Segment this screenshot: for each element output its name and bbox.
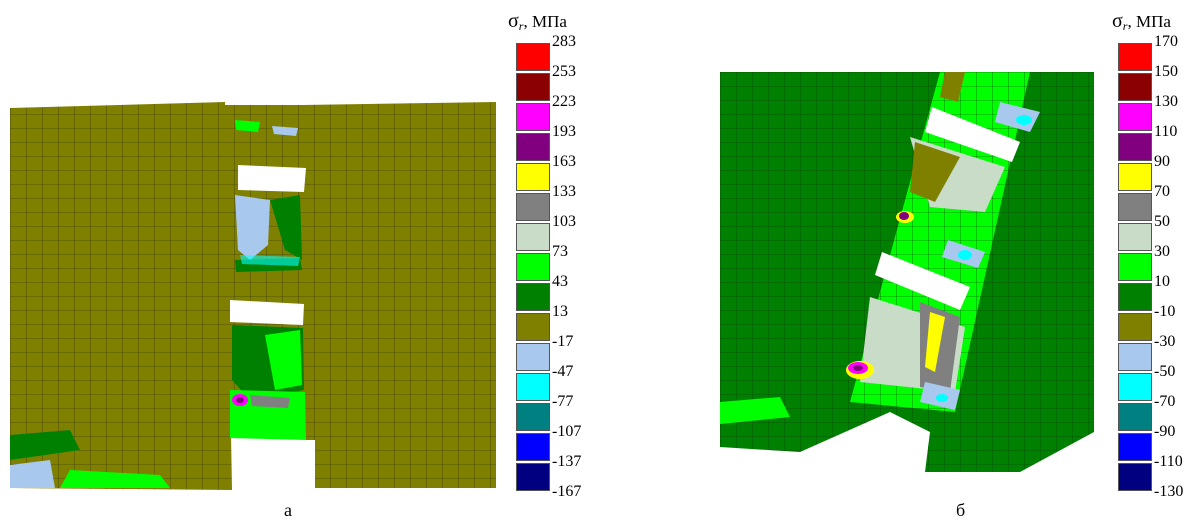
- colorbar-tick-label: 103: [552, 213, 576, 230]
- colorbar-swatch: [516, 103, 550, 131]
- colorbar-swatch: [1118, 403, 1152, 431]
- colorbar-swatch: [516, 373, 550, 401]
- colorbar-swatch: [1118, 193, 1152, 221]
- colorbar-a: 283 253 223 193 163 133 103 73 43 13 -17 -47 -77 -107…: [516, 33, 606, 502]
- colorbar-swatch: [516, 193, 550, 221]
- colorbar-swatch: [1118, 313, 1152, 341]
- colorbar-tick-label: 90: [1154, 153, 1170, 170]
- fe-model-a: [10, 102, 496, 490]
- colorbar-tick-label: -110: [1154, 453, 1183, 470]
- colorbar-swatch: [1118, 343, 1152, 371]
- colorbar-swatch: [516, 433, 550, 461]
- fe-model-b: [720, 72, 1094, 472]
- colorbar-tick-label: 110: [1154, 123, 1178, 140]
- colorbar-tick-label: 150: [1154, 63, 1178, 80]
- colorbar-swatch: [1118, 163, 1152, 191]
- colorbar-swatch: [516, 463, 550, 491]
- caption-b: б: [956, 500, 966, 520]
- colorbar-swatch: [1118, 73, 1152, 101]
- colorbar-swatch: [516, 283, 550, 311]
- colorbar-tick-label: -77: [552, 393, 574, 410]
- colorbar-swatch: [516, 163, 550, 191]
- colorbar-tick-label: 13: [552, 303, 568, 320]
- colorbar-swatch: [1118, 253, 1152, 281]
- colorbar-swatch: [516, 73, 550, 101]
- colorbar-tick-label: 30: [1154, 243, 1170, 260]
- colorbar-b-title: σr, МПа: [1112, 10, 1171, 33]
- colorbar-tick-label: -30: [1154, 333, 1176, 350]
- colorbar-tick-label: 130: [1154, 93, 1178, 110]
- colorbar-tick-label: -10: [1154, 303, 1176, 320]
- colorbar-tick-label: -137: [552, 453, 582, 470]
- colorbar-tick-label: -167: [552, 483, 582, 500]
- colorbar-swatch: [1118, 283, 1152, 311]
- colorbar-tick-label: 73: [552, 243, 568, 260]
- colorbar-tick-label: 170: [1154, 33, 1178, 50]
- colorbar-tick-label: -70: [1154, 393, 1176, 410]
- colorbar-swatch: [516, 343, 550, 371]
- caption-a: а: [284, 500, 292, 520]
- colorbar-swatch: [1118, 433, 1152, 461]
- colorbar-swatch: [516, 313, 550, 341]
- colorbar-tick-label: 43: [552, 273, 568, 290]
- colorbar-tick-label: -130: [1154, 483, 1184, 500]
- colorbar-swatch: [516, 253, 550, 281]
- colorbar-tick-label: -107: [552, 423, 582, 440]
- colorbar-tick-label: 133: [552, 183, 576, 200]
- colorbar-tick-label: -17: [552, 333, 574, 350]
- colorbar-a-title: σr, МПа: [508, 10, 567, 33]
- colorbar-swatch: [1118, 43, 1152, 71]
- colorbar-swatch: [516, 223, 550, 251]
- colorbar-swatch: [1118, 463, 1152, 491]
- colorbar-swatch: [1118, 373, 1152, 401]
- colorbar-swatch: [516, 403, 550, 431]
- colorbar-tick-label: 283: [552, 33, 576, 50]
- colorbar-tick-label: 163: [552, 153, 576, 170]
- colorbar-swatch: [1118, 103, 1152, 131]
- colorbar-tick-label: 50: [1154, 213, 1170, 230]
- colorbar-tick-label: 193: [552, 123, 576, 140]
- colorbar-swatch: [1118, 223, 1152, 251]
- colorbar-tick-label: 10: [1154, 273, 1170, 290]
- colorbar-b: 170 150 130 110 90 70 50 30 10 -10 -30 -50 -70 -90 -11…: [1118, 33, 1196, 502]
- colorbar-tick-label: 223: [552, 93, 576, 110]
- colorbar-tick-label: -47: [552, 363, 574, 380]
- colorbar-tick-label: -50: [1154, 363, 1176, 380]
- colorbar-swatch: [516, 43, 550, 71]
- colorbar-swatch: [516, 133, 550, 161]
- colorbar-tick-label: 70: [1154, 183, 1170, 200]
- colorbar-tick-label: 253: [552, 63, 576, 80]
- colorbar-tick-label: -90: [1154, 423, 1176, 440]
- colorbar-swatch: [1118, 133, 1152, 161]
